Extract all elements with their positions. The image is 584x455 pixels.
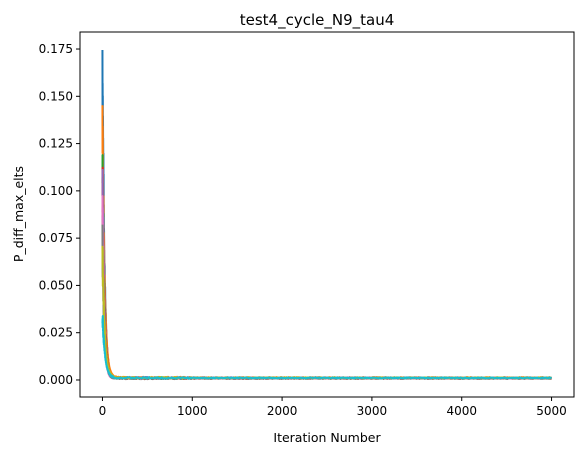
chart-title: test4_cycle_N9_tau4 [240,11,395,30]
x-tick-label: 3000 [357,404,388,418]
series-layer [101,50,553,381]
plot-frame [79,31,575,398]
x-axis-title: Iteration Number [273,430,381,445]
y-tick-label: 0.150 [39,89,73,103]
x-tick-label: 5000 [536,404,567,418]
series-line-10 [101,314,552,380]
y-axis-title: P_diff_max_elts [11,166,26,262]
y-axis-ticks: 0.000 0.025 0.050 0.075 0.100 0.125 0.150 0.175 [39,42,80,387]
x-tick-label: 0 [99,404,107,418]
y-tick-label: 0.075 [39,231,73,245]
y-tick-label: 0.000 [39,373,73,387]
y-tick-label: 0.175 [39,42,73,56]
y-tick-label: 0.050 [39,278,73,292]
y-tick-label: 0.100 [39,184,73,198]
x-axis-ticks: 0 1000 2000 3000 4000 5000 [99,397,567,418]
y-tick-label: 0.025 [39,326,73,340]
y-tick-label: 0.125 [39,137,73,151]
x-tick-label: 4000 [446,404,477,418]
x-tick-label: 1000 [177,404,208,418]
x-tick-label: 2000 [267,404,298,418]
